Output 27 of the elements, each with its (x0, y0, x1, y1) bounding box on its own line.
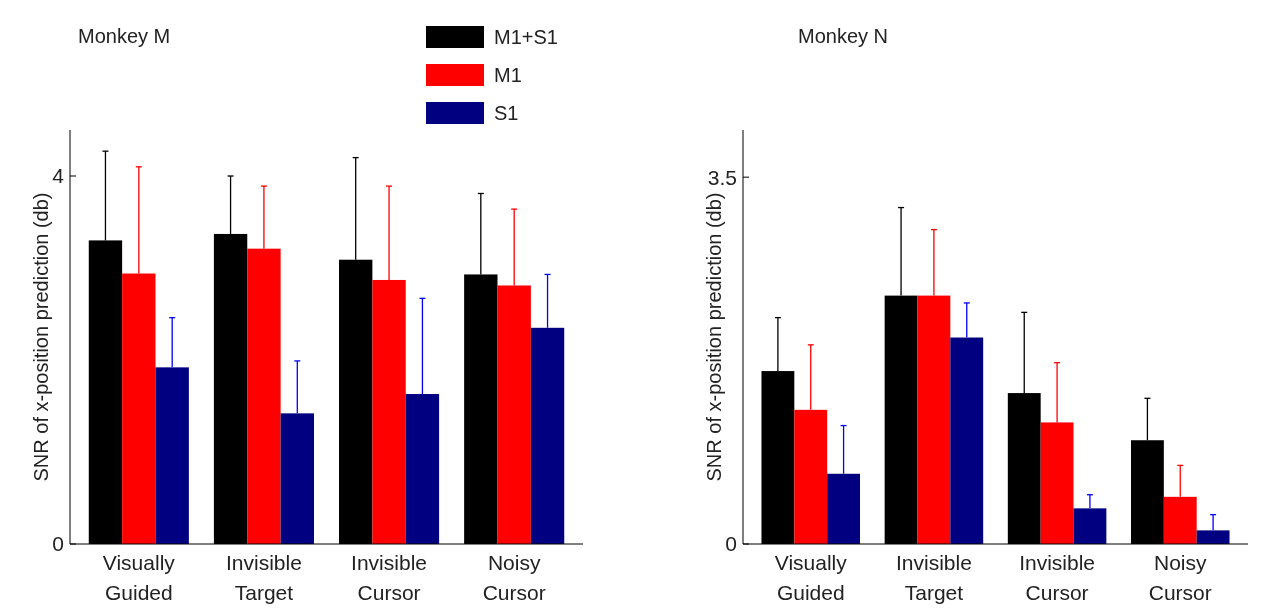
chart-title: Monkey M (78, 25, 171, 47)
y-axis-title: SNR of x-position prediction (db) (703, 192, 725, 482)
y-tick-label: 3.5 (707, 165, 737, 189)
bar (950, 337, 984, 544)
y-tick-label: 0 (725, 532, 737, 556)
bar (530, 327, 565, 544)
y-axis-title: SNR of x-position prediction (db) (30, 192, 52, 482)
bar (827, 473, 861, 544)
bar (155, 367, 189, 544)
x-tick-label: Invisible Cursor (1019, 551, 1096, 604)
bar (405, 394, 440, 544)
legend-label: M1 (494, 64, 522, 86)
y-tick-label: 4 (52, 164, 65, 188)
legend-label: S1 (494, 102, 519, 124)
y-tick-label: 0 (52, 532, 64, 556)
x-tick-label: Noisy Cursor (482, 551, 546, 604)
x-tick-label: Visually Guided (102, 551, 176, 604)
x-tick-label: Invisible Target (895, 551, 972, 604)
x-tick-label: Visually Guided (774, 551, 848, 604)
chart-title: Monkey N (798, 25, 889, 47)
bar (1196, 530, 1230, 544)
x-tick-label: Invisible Cursor (351, 551, 427, 604)
x-tick-label: Noisy Cursor (1148, 551, 1212, 604)
x-tick-label: Invisible Target (226, 551, 302, 604)
bar (280, 413, 314, 544)
legend-label: M1+S1 (494, 26, 558, 48)
bar (1073, 508, 1107, 544)
